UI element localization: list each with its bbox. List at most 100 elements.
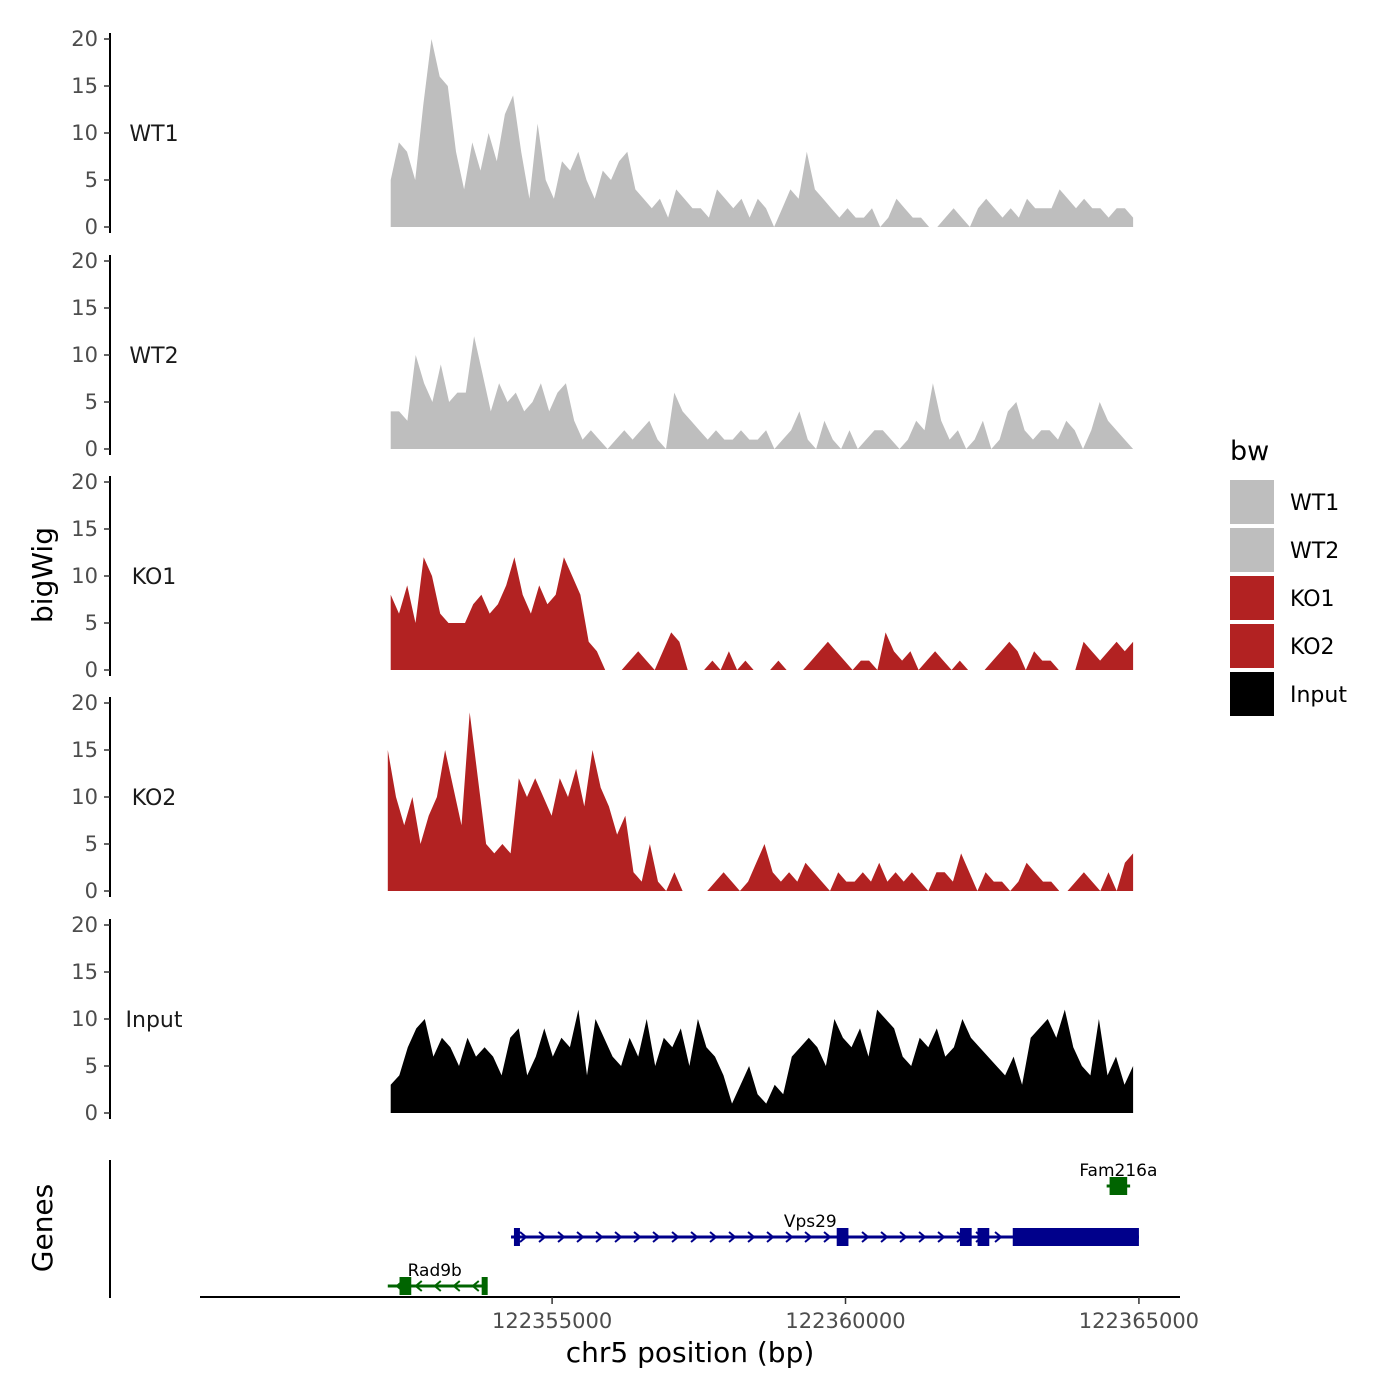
strand-arrow (899, 1231, 908, 1243)
coverage-area-input (390, 1009, 1134, 1113)
exon (959, 1228, 972, 1246)
strand-arrow (861, 1231, 870, 1243)
legend-label-ko2: KO2 (1290, 635, 1335, 660)
genes-axis-title: Genes (26, 1184, 59, 1272)
gene-label: Vps29 (784, 1212, 837, 1232)
strand-arrow (452, 1280, 461, 1292)
y-tick-label: 10 (71, 343, 98, 367)
y-tick-label: 10 (71, 1007, 98, 1031)
coverage-area-wt1 (390, 39, 1134, 227)
y-tick-label: 10 (71, 121, 98, 145)
genes-track: Rad9b Vps29 Fam216a (109, 1160, 1157, 1298)
x-tick-label: 122365000 (1079, 1309, 1199, 1333)
gene-vps29: Vps29 (511, 1212, 1139, 1246)
y-tick-label: 0 (85, 437, 98, 461)
coverage-area-ko1 (390, 557, 1134, 670)
y-tick-label: 20 (71, 691, 98, 715)
legend-key-ko2 (1230, 624, 1274, 668)
strand-arrow (652, 1231, 661, 1243)
strand-arrow (576, 1231, 585, 1243)
strand-arrow (614, 1231, 623, 1243)
strand-arrow (937, 1231, 946, 1243)
strand-arrow (728, 1231, 737, 1243)
strand-arrow (785, 1231, 794, 1243)
exon (513, 1228, 520, 1246)
legend-key-input (1230, 672, 1274, 716)
coverage-tracks: 0 5 10 15 20 WT1 0 5 10 15 20 WT2 0 5 10 15 20 KO1 0 5 10 15 2… (71, 27, 1134, 1125)
strand-arrow (690, 1231, 699, 1243)
legend-title: bw (1230, 436, 1269, 467)
strand-arrow (433, 1280, 442, 1292)
y-tick-label: 20 (71, 249, 98, 273)
y-tick-label: 15 (71, 74, 98, 98)
strand-arrow (633, 1231, 642, 1243)
x-axis-title: chr5 position (bp) (566, 1336, 815, 1369)
legend: bw WT1 WT2 KO1 KO2 Input (1230, 436, 1347, 716)
exon (977, 1228, 990, 1246)
legend-label-wt2: WT2 (1290, 539, 1339, 564)
x-tick-label: 122360000 (785, 1309, 905, 1333)
strand-arrow (918, 1231, 927, 1243)
strand-arrow (804, 1231, 813, 1243)
strand-arrow (880, 1231, 889, 1243)
y-tick-label: 5 (85, 168, 98, 192)
exon (1109, 1177, 1128, 1195)
y-tick-label: 20 (71, 913, 98, 937)
y-tick-label: 15 (71, 517, 98, 541)
track-wt2: 0 5 10 15 20 WT2 (71, 249, 1134, 461)
track-input: 0 5 10 15 20 Input (71, 913, 1134, 1125)
strand-arrow (557, 1231, 566, 1243)
legend-key-wt1 (1230, 480, 1274, 524)
gene-fam216a: Fam216a (1079, 1161, 1157, 1195)
y-tick-label: 20 (71, 27, 98, 51)
y-axis-title: bigWig (26, 527, 59, 623)
track-label-ko2: KO2 (132, 786, 177, 811)
y-tick-label: 20 (71, 470, 98, 494)
y-tick-label: 15 (71, 738, 98, 762)
legend-label-input: Input (1290, 683, 1347, 708)
exon (836, 1228, 849, 1246)
y-tick-label: 15 (71, 296, 98, 320)
legend-key-ko1 (1230, 576, 1274, 620)
exon (1012, 1228, 1139, 1246)
strand-arrow (747, 1231, 756, 1243)
legend-label-wt1: WT1 (1290, 491, 1339, 516)
strand-arrow (823, 1231, 832, 1243)
coverage-area-wt2 (390, 336, 1134, 449)
y-tick-label: 10 (71, 564, 98, 588)
strand-arrow (671, 1231, 680, 1243)
legend-label-ko1: KO1 (1290, 587, 1335, 612)
strand-arrow (519, 1231, 528, 1243)
coverage-area-ko2 (387, 712, 1134, 891)
legend-key-wt2 (1230, 528, 1274, 572)
y-tick-label: 0 (85, 1101, 98, 1125)
y-tick-label: 5 (85, 1054, 98, 1078)
y-tick-label: 0 (85, 879, 98, 903)
strand-arrow (538, 1231, 547, 1243)
strand-arrow (414, 1280, 423, 1292)
track-label-ko1: KO1 (132, 565, 177, 590)
gene-label: Rad9b (408, 1261, 462, 1281)
strand-arrow (994, 1231, 1003, 1243)
strand-arrow (471, 1280, 480, 1292)
y-tick-label: 5 (85, 611, 98, 635)
gene-rad9b: Rad9b (387, 1261, 488, 1295)
gene-label: Fam216a (1079, 1161, 1157, 1181)
strand-arrow (709, 1231, 718, 1243)
track-label-wt2: WT2 (129, 344, 178, 369)
track-ko1: 0 5 10 15 20 KO1 (71, 470, 1134, 682)
exon (399, 1277, 412, 1295)
y-tick-label: 0 (85, 658, 98, 682)
track-label-input: Input (126, 1008, 183, 1033)
x-tick-label: 122355000 (492, 1309, 612, 1333)
strand-arrow (766, 1231, 775, 1243)
track-wt1: 0 5 10 15 20 WT1 (71, 27, 1134, 239)
exon (481, 1277, 488, 1295)
y-tick-label: 15 (71, 960, 98, 984)
strand-arrow (595, 1231, 604, 1243)
y-tick-label: 10 (71, 785, 98, 809)
x-axis: 122355000 122360000 122365000 (200, 1296, 1199, 1333)
track-label-wt1: WT1 (129, 122, 178, 147)
y-tick-label: 5 (85, 832, 98, 856)
y-tick-label: 0 (85, 215, 98, 239)
